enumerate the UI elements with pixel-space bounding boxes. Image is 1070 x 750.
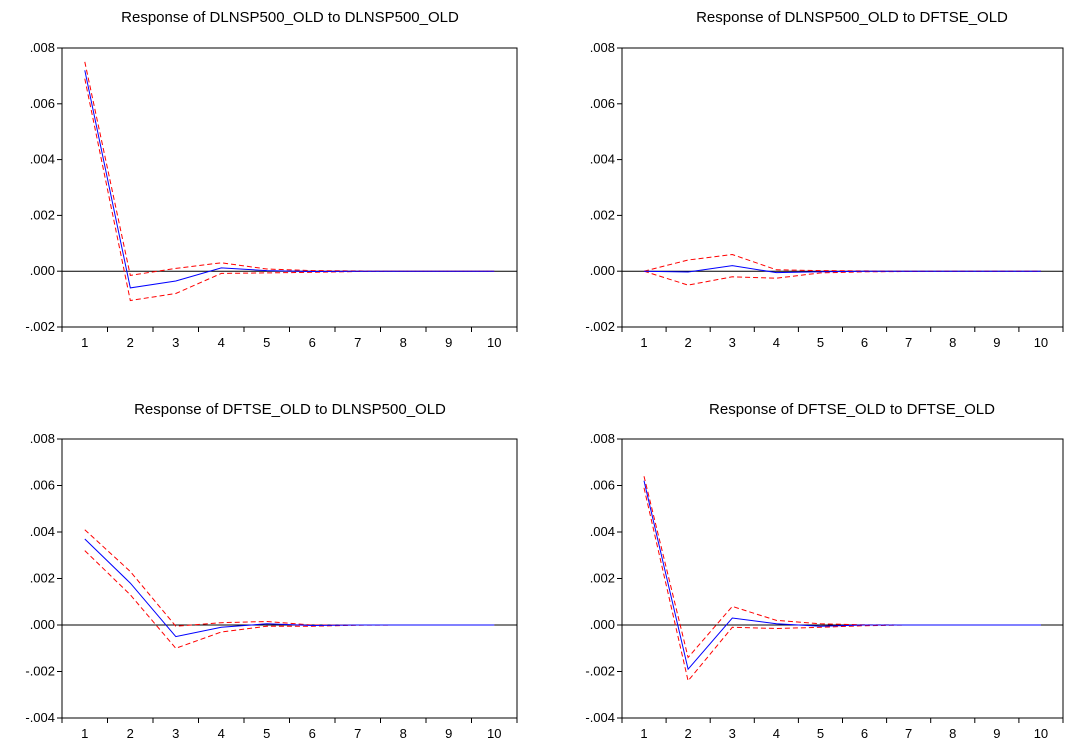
y-tick-label: .006	[590, 96, 615, 111]
y-tick-label: .008	[590, 40, 615, 55]
x-tick-label: 10	[1034, 335, 1048, 350]
x-tick-label: 9	[993, 335, 1000, 350]
chart-title: Response of DFTSE_OLD to DLNSP500_OLD	[134, 401, 446, 418]
x-tick-label: 1	[81, 726, 88, 741]
x-tick-label: 2	[127, 726, 134, 741]
x-tick-label: 3	[172, 726, 179, 741]
y-tick-label: -.002	[25, 319, 55, 334]
x-tick-label: 4	[218, 726, 225, 741]
x-tick-label: 10	[487, 335, 501, 350]
x-tick-label: 6	[861, 726, 868, 741]
y-tick-label: -.004	[585, 710, 615, 725]
y-tick-label: -.002	[25, 664, 55, 679]
plot-frame	[621, 438, 1064, 719]
x-tick-label: 5	[263, 335, 270, 350]
series-line-lower	[84, 78, 495, 302]
y-tick-label: .000	[30, 617, 55, 632]
chart-title: Response of DLNSP500_OLD to DLNSP500_OLD	[121, 9, 459, 26]
x-tick-label: 7	[354, 726, 361, 741]
chart-title: Response of DLNSP500_OLD to DFTSE_OLD	[696, 9, 1008, 26]
y-tick-label: .006	[30, 478, 55, 493]
y-tick-label: -.002	[585, 664, 615, 679]
x-tick-label: 8	[949, 335, 956, 350]
y-tick-label: .008	[590, 431, 615, 446]
x-tick-label: 5	[817, 726, 824, 741]
x-tick-label: 6	[861, 335, 868, 350]
x-tick-label: 3	[729, 726, 736, 741]
y-tick-label: .006	[30, 96, 55, 111]
y-tick-label: .002	[590, 571, 615, 586]
x-tick-label: 9	[445, 726, 452, 741]
series-line-upper	[84, 529, 495, 627]
x-tick-label: 7	[905, 335, 912, 350]
x-tick-label: 3	[729, 335, 736, 350]
series-line-response	[84, 538, 495, 638]
y-tick-label: .004	[590, 152, 615, 167]
chart-panel-1: Response of DLNSP500_OLD to DLNSP500_OLD…	[25, 9, 518, 350]
series-line-response	[84, 70, 495, 289]
x-tick-label: 8	[400, 726, 407, 741]
x-tick-label: 2	[127, 335, 134, 350]
x-tick-label: 10	[1034, 726, 1048, 741]
chart-panel-2: Response of DLNSP500_OLD to DFTSE_OLD -.0…	[585, 9, 1064, 350]
series-line-upper	[84, 61, 495, 276]
x-tick-label: 2	[685, 726, 692, 741]
plot-frame	[61, 47, 518, 328]
x-tick-label: 10	[487, 726, 501, 741]
y-tick-label: .004	[30, 524, 55, 539]
x-tick-label: 6	[309, 726, 316, 741]
chart-title: Response of DFTSE_OLD to DFTSE_OLD	[709, 401, 995, 418]
x-tick-label: 9	[993, 726, 1000, 741]
y-tick-label: -.004	[25, 710, 55, 725]
y-tick-label: .004	[30, 152, 55, 167]
series-line-lower	[84, 550, 495, 649]
plot-frame	[621, 47, 1064, 328]
x-tick-label: 9	[445, 335, 452, 350]
y-tick-label: .002	[590, 207, 615, 222]
y-tick-label: .000	[590, 617, 615, 632]
x-tick-label: 6	[309, 335, 316, 350]
x-tick-label: 7	[354, 335, 361, 350]
y-tick-label: .000	[590, 263, 615, 278]
y-tick-label: .002	[30, 207, 55, 222]
x-tick-label: 7	[905, 726, 912, 741]
y-tick-label: .006	[590, 478, 615, 493]
x-tick-label: 1	[81, 335, 88, 350]
series-line-lower	[643, 270, 1041, 286]
x-tick-label: 5	[817, 335, 824, 350]
x-tick-label: 8	[400, 335, 407, 350]
y-tick-label: .004	[590, 524, 615, 539]
x-tick-label: 1	[640, 726, 647, 741]
x-tick-label: 1	[640, 335, 647, 350]
chart-panel-3: Response of DFTSE_OLD to DLNSP500_OLD -.0…	[25, 401, 518, 741]
y-tick-label: .000	[30, 263, 55, 278]
series-line-response	[643, 480, 1041, 671]
series-line-upper	[643, 476, 1041, 659]
series-line-upper	[643, 253, 1041, 272]
x-tick-label: 4	[218, 335, 225, 350]
plot-frame	[61, 438, 518, 719]
x-tick-label: 3	[172, 335, 179, 350]
y-tick-label: .008	[30, 431, 55, 446]
y-tick-label: -.002	[585, 319, 615, 334]
series-line-response	[643, 265, 1041, 274]
x-tick-label: 5	[263, 726, 270, 741]
x-tick-label: 8	[949, 726, 956, 741]
chart-panel-4: Response of DFTSE_OLD to DFTSE_OLD -.004 -…	[585, 401, 1064, 741]
x-tick-label: 4	[773, 335, 780, 350]
series-line-lower	[643, 487, 1041, 682]
x-tick-label: 2	[685, 335, 692, 350]
y-tick-label: .008	[30, 40, 55, 55]
y-tick-label: .002	[30, 571, 55, 586]
x-tick-label: 4	[773, 726, 780, 741]
